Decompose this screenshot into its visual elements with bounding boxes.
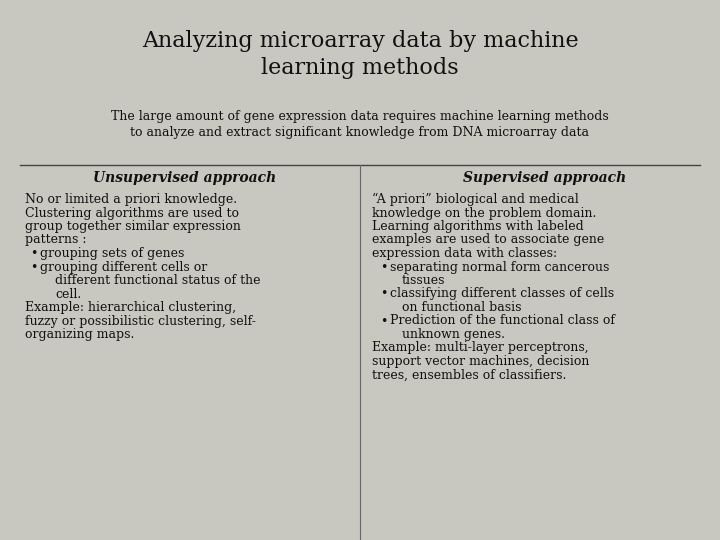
Text: unknown genes.: unknown genes. bbox=[402, 328, 505, 341]
Text: organizing maps.: organizing maps. bbox=[25, 328, 135, 341]
Text: Supervised approach: Supervised approach bbox=[464, 171, 626, 185]
Text: •: • bbox=[30, 247, 37, 260]
Text: •: • bbox=[380, 260, 387, 273]
Text: expression data with classes:: expression data with classes: bbox=[372, 247, 557, 260]
Text: Clustering algorithms are used to: Clustering algorithms are used to bbox=[25, 206, 239, 219]
Text: support vector machines, decision: support vector machines, decision bbox=[372, 355, 590, 368]
Text: •: • bbox=[380, 287, 387, 300]
Text: grouping different cells or: grouping different cells or bbox=[40, 260, 207, 273]
Text: fuzzy or possibilistic clustering, self-: fuzzy or possibilistic clustering, self- bbox=[25, 314, 256, 327]
Text: Example: multi-layer perceptrons,: Example: multi-layer perceptrons, bbox=[372, 341, 589, 354]
Text: •: • bbox=[30, 260, 37, 273]
Text: Learning algorithms with labeled: Learning algorithms with labeled bbox=[372, 220, 584, 233]
Text: trees, ensembles of classifiers.: trees, ensembles of classifiers. bbox=[372, 368, 567, 381]
Text: tissues: tissues bbox=[402, 274, 446, 287]
Text: Analyzing microarray data by machine
learning methods: Analyzing microarray data by machine lea… bbox=[142, 30, 578, 79]
Text: Example: hierarchical clustering,: Example: hierarchical clustering, bbox=[25, 301, 236, 314]
Text: on functional basis: on functional basis bbox=[402, 301, 521, 314]
Text: The large amount of gene expression data requires machine learning methods
to an: The large amount of gene expression data… bbox=[111, 110, 609, 139]
Text: Prediction of the functional class of: Prediction of the functional class of bbox=[390, 314, 615, 327]
Text: group together similar expression: group together similar expression bbox=[25, 220, 241, 233]
Text: “A priori” biological and medical: “A priori” biological and medical bbox=[372, 193, 579, 206]
Text: knowledge on the problem domain.: knowledge on the problem domain. bbox=[372, 206, 596, 219]
Text: No or limited a priori knowledge.: No or limited a priori knowledge. bbox=[25, 193, 237, 206]
Text: different functional status of the: different functional status of the bbox=[55, 274, 261, 287]
Text: •: • bbox=[380, 314, 387, 327]
Text: classifying different classes of cells: classifying different classes of cells bbox=[390, 287, 614, 300]
Text: patterns :: patterns : bbox=[25, 233, 86, 246]
Text: separating normal form cancerous: separating normal form cancerous bbox=[390, 260, 609, 273]
Text: cell.: cell. bbox=[55, 287, 81, 300]
Text: Unsupervised approach: Unsupervised approach bbox=[94, 171, 276, 185]
Text: grouping sets of genes: grouping sets of genes bbox=[40, 247, 184, 260]
Text: examples are used to associate gene: examples are used to associate gene bbox=[372, 233, 604, 246]
